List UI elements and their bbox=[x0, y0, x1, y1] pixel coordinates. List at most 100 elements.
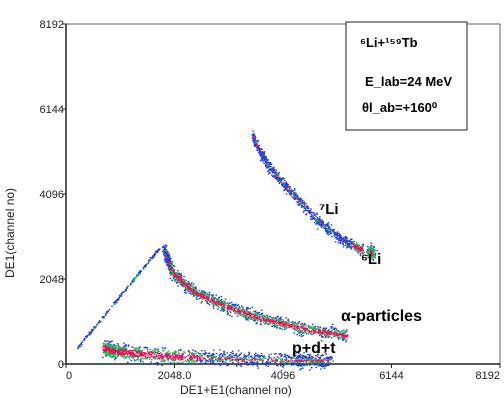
li6-blob-dot bbox=[374, 252, 377, 255]
pdt-band-dot bbox=[114, 350, 117, 353]
alpha-band-dot bbox=[258, 311, 260, 314]
pdt-band-dot bbox=[122, 351, 124, 354]
alpha-band-dot bbox=[335, 327, 337, 330]
li-band-dot bbox=[285, 182, 287, 184]
li-band-dot bbox=[271, 175, 274, 177]
li-band-dot bbox=[261, 155, 263, 157]
alpha-band-dot bbox=[247, 313, 249, 316]
pdt-band-dot bbox=[148, 356, 150, 358]
pdt-band-dot bbox=[174, 354, 177, 356]
alpha-band-dot bbox=[245, 308, 248, 310]
pdt-band-dot bbox=[317, 360, 319, 363]
li-band-dot bbox=[347, 242, 350, 244]
pdt-band-dot bbox=[293, 354, 296, 356]
pdt-band-dot bbox=[274, 362, 276, 364]
li-band-dot bbox=[265, 159, 268, 161]
pdt-band-dot bbox=[230, 352, 232, 354]
pdt-band-dot bbox=[241, 363, 243, 365]
pdt-band-dot bbox=[278, 353, 280, 355]
pdt-band-dot bbox=[108, 344, 110, 346]
diagonal-dot bbox=[153, 255, 155, 257]
pdt-band-dot bbox=[143, 357, 146, 359]
pdt-band-dot bbox=[106, 354, 108, 356]
alpha-band-dot bbox=[314, 325, 316, 328]
alpha-band-dot bbox=[287, 327, 289, 329]
pdt-band-dot bbox=[223, 356, 226, 358]
alpha-band-dot bbox=[168, 254, 171, 256]
li-band-dot bbox=[284, 189, 286, 191]
li6-blob-dot bbox=[374, 254, 377, 256]
alpha-band-dot bbox=[192, 283, 195, 285]
pdt-band-dot bbox=[306, 364, 308, 366]
li-band-dot bbox=[253, 135, 256, 138]
pdt-band-dot bbox=[326, 361, 329, 364]
pdt-band-dot bbox=[303, 352, 305, 354]
alpha-band-dot bbox=[266, 317, 269, 319]
li6-blob-dot bbox=[373, 254, 375, 256]
pdt-band-dot bbox=[104, 353, 107, 355]
alpha-band-dot bbox=[340, 334, 342, 336]
alpha-band-dot bbox=[166, 264, 169, 266]
pdt-band-dot bbox=[235, 356, 238, 359]
pdt-band-dot bbox=[277, 357, 280, 359]
alpha-band-dot bbox=[206, 297, 208, 299]
alpha-band-dot bbox=[341, 335, 344, 338]
pdt-band-dot bbox=[265, 364, 267, 367]
li-band-dot bbox=[317, 219, 319, 222]
li-band-dot bbox=[319, 219, 321, 222]
alpha-band-dot bbox=[293, 332, 296, 334]
pdt-band-dot bbox=[148, 358, 151, 361]
alpha-band-dot bbox=[170, 268, 173, 271]
alpha-band-dot bbox=[299, 330, 302, 332]
alpha-band-dot bbox=[168, 259, 171, 262]
alpha-band-dot bbox=[300, 327, 303, 329]
pdt-band-dot bbox=[286, 363, 288, 366]
alpha-band-dot bbox=[264, 317, 266, 319]
pdt-band-dot bbox=[104, 352, 106, 354]
pdt-band-dot bbox=[140, 350, 142, 352]
alpha-band-dot bbox=[342, 329, 345, 331]
alpha-band-dot bbox=[195, 291, 198, 293]
li-band-dot bbox=[261, 157, 264, 159]
li-band-dot bbox=[358, 248, 361, 251]
li-band-dot bbox=[337, 242, 340, 244]
y-tick-label: 0 bbox=[58, 359, 64, 371]
alpha-band-dot bbox=[238, 309, 240, 311]
alpha-band-dot bbox=[233, 309, 235, 311]
alpha-band-dot bbox=[310, 333, 312, 335]
alpha-band-dot bbox=[268, 319, 271, 321]
pdt-band-dot bbox=[280, 359, 282, 361]
li-band-dot bbox=[290, 192, 292, 194]
alpha-band-dot bbox=[196, 298, 198, 300]
pdt-band-dot bbox=[167, 354, 169, 357]
diagonal-dot bbox=[114, 301, 117, 304]
diagonal-dot bbox=[88, 333, 91, 335]
alpha-band-dot bbox=[238, 312, 240, 315]
alpha-band-dot bbox=[169, 277, 172, 279]
li-band-dot bbox=[269, 161, 272, 164]
li6-blob-dot bbox=[369, 246, 372, 248]
pdt-band-dot bbox=[105, 345, 108, 347]
li-band-dot bbox=[284, 180, 286, 182]
li-band-dot bbox=[274, 177, 277, 179]
alpha-band-dot bbox=[287, 318, 290, 321]
pdt-band-dot bbox=[287, 361, 289, 364]
li-band-dot bbox=[338, 240, 340, 242]
alpha-band-dot bbox=[168, 267, 170, 269]
pdt-band-dot bbox=[125, 345, 127, 347]
alpha-band-dot bbox=[169, 267, 172, 270]
pdt-band-dot bbox=[294, 360, 297, 362]
li-band-dot bbox=[334, 232, 336, 234]
li-band-dot bbox=[336, 231, 339, 233]
pdt-band-dot bbox=[136, 351, 139, 353]
li-band-dot bbox=[298, 199, 301, 201]
li-band-dot bbox=[333, 235, 336, 237]
pdt-band-dot bbox=[282, 360, 284, 362]
pdt-band-dot bbox=[313, 359, 315, 361]
alpha-band-dot bbox=[240, 310, 242, 312]
pdt-band-dot bbox=[125, 352, 128, 354]
alpha-band-dot bbox=[328, 332, 330, 334]
pdt-band-dot bbox=[279, 352, 282, 355]
pdt-band-dot bbox=[237, 358, 239, 360]
pdt-band-dot bbox=[266, 362, 269, 364]
